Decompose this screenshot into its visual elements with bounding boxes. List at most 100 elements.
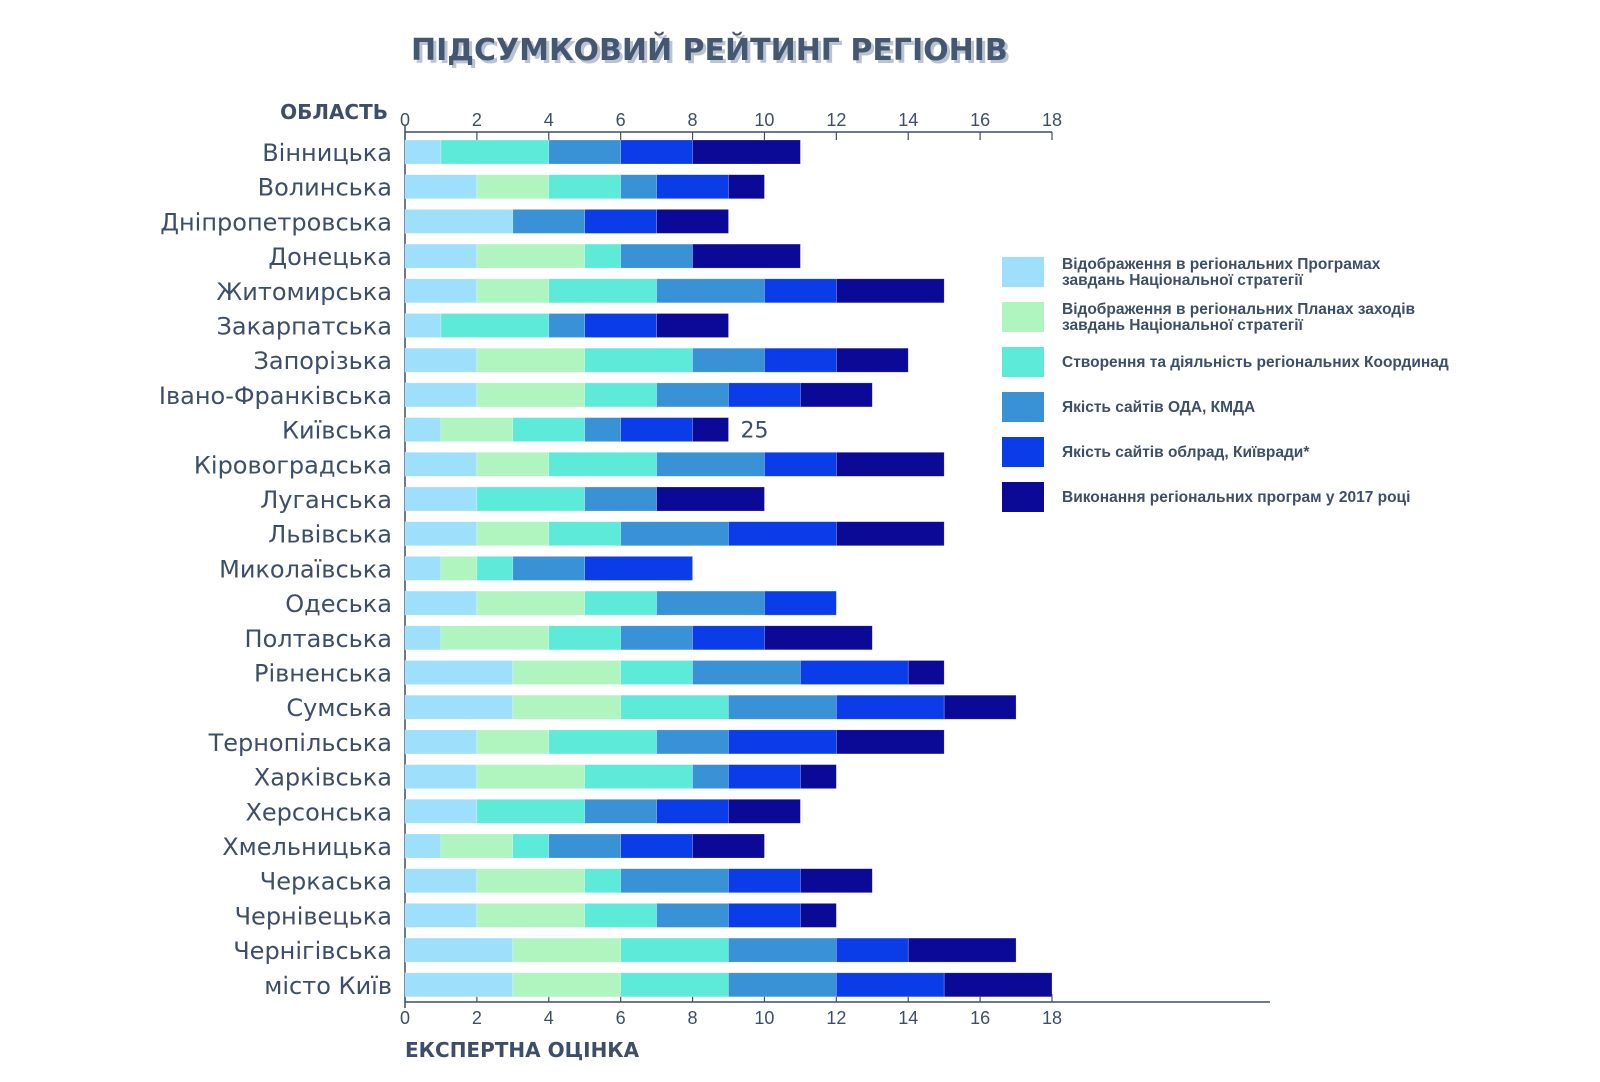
category-label: Миколаївська [219, 555, 392, 583]
legend-swatch [1002, 482, 1044, 512]
category-label: Волинська [258, 174, 392, 202]
bar-segment-series-1 [404, 833, 442, 859]
bar-segment-series-4 [620, 243, 693, 269]
category-labels: Вінницька Волинська Дніпропетровська Донець… [159, 139, 392, 1000]
category-label: Донецька [268, 243, 392, 271]
bar-segment-series-5 [764, 590, 837, 616]
bar-segment-series-6 [836, 521, 945, 547]
bar-segment-series-1 [404, 174, 478, 199]
bar-segment-series-5 [656, 798, 729, 824]
bar-segment-series-1 [404, 417, 442, 442]
bar-segment-series-1 [404, 625, 442, 651]
bar-segment-series-4 [656, 451, 765, 477]
bar-segment-series-6 [764, 625, 873, 651]
bar-segment-series-3 [548, 625, 621, 651]
bar-segment-series-2 [476, 590, 586, 616]
legend-label: Виконання регіональних програм у 2017 ро… [1062, 489, 1410, 506]
bar-segment-series-6 [907, 660, 945, 685]
category-label: Харківська [254, 764, 392, 792]
bottom-tick-label: 0 [400, 1008, 410, 1028]
top-tick-label: 14 [898, 110, 918, 130]
bar-segment-series-5 [584, 313, 657, 338]
legend-swatch [1002, 257, 1044, 287]
top-tick-label: 8 [688, 110, 698, 130]
bar-segment-series-6 [728, 174, 765, 199]
category-label: місто Київ [264, 972, 392, 1000]
bar-segment-series-6 [836, 729, 945, 755]
bar-segment-series-2 [440, 556, 478, 581]
bar-segment-series-4 [620, 868, 729, 894]
bar-segment-series-5 [764, 278, 837, 304]
category-label: Запорізька [254, 347, 392, 375]
bar-segment-series-5 [620, 833, 693, 859]
bar-segment-series-1 [404, 278, 478, 304]
bar-segment-series-4 [656, 278, 765, 304]
bar-segment-series-4 [656, 729, 729, 755]
category-label: Хмельницька [222, 833, 392, 861]
bar-segment-series-2 [512, 660, 621, 685]
bar-segment-series-1 [404, 139, 442, 165]
bar-segment-series-5 [656, 174, 729, 199]
bar-segment-series-4 [656, 590, 765, 616]
category-label: Вінницька [262, 139, 392, 167]
legend-label: Якість сайтів облрад, Київради* [1062, 444, 1310, 461]
category-label: Одеська [285, 590, 392, 618]
top-tick-label: 4 [544, 110, 554, 130]
bottom-tick-label: 14 [898, 1008, 918, 1028]
bar-segment-series-2 [476, 521, 550, 547]
bar-segment-series-3 [548, 278, 657, 304]
bar-segment-series-6 [943, 972, 1053, 998]
bar-segment-series-3 [548, 521, 621, 547]
bar-segment-series-2 [476, 347, 586, 373]
bar-segment-series-6 [728, 798, 801, 824]
bar-segment-series-5 [800, 660, 909, 685]
bar-segment-series-3 [620, 694, 729, 720]
bottom-tick-label: 16 [970, 1008, 990, 1028]
category-label: Івано-Франківська [159, 382, 392, 410]
bar-segment-series-4 [728, 694, 837, 720]
bar-segment-series-3 [548, 451, 657, 477]
category-label: Кіровоградська [194, 451, 392, 479]
bar-segment-series-6 [800, 903, 837, 928]
bar-segment-series-3 [476, 556, 514, 581]
bar-segment-series-1 [404, 937, 514, 963]
bar-segment-series-1 [404, 243, 478, 269]
bar-segment-series-4 [620, 174, 657, 199]
bar-segment-series-4 [548, 833, 621, 859]
bar-segment-series-1 [404, 521, 478, 547]
top-tick-label: 10 [754, 110, 774, 130]
bar-segment-series-1 [404, 590, 478, 616]
category-label: Черкаська [260, 868, 392, 896]
bar-segment-series-4 [692, 660, 801, 685]
bar-segment-series-6 [692, 243, 801, 269]
bar-segment-series-2 [476, 451, 550, 477]
bar-segment-series-2 [440, 417, 514, 442]
category-label: Житомирська [216, 278, 392, 306]
bar-segment-series-6 [943, 694, 1017, 720]
bar-segment-series-4 [584, 486, 657, 512]
bar-segment-series-5 [836, 972, 945, 998]
category-label: Луганська [260, 486, 392, 514]
category-label: Київська [282, 417, 392, 445]
bar-segment-series-5 [728, 521, 837, 547]
bar-segment-series-3 [440, 313, 550, 338]
bar-segment-series-3 [512, 417, 586, 442]
bar-segment-series-1 [404, 660, 514, 685]
bottom-tick-label: 12 [826, 1008, 846, 1028]
bar-segment-series-6 [800, 382, 873, 408]
bar-segment-series-2 [512, 694, 621, 720]
y-axis-title: ОБЛАСТЬ [280, 100, 388, 124]
bar-segment-series-2 [512, 972, 621, 998]
x-axis-title: ЕКСПЕРТНА ОЦІНКА [405, 1038, 640, 1062]
bar-segment-series-1 [404, 729, 478, 755]
bottom-tick-label: 4 [544, 1008, 554, 1028]
bar-segment-series-2 [476, 174, 550, 199]
bar-segment-series-6 [656, 209, 729, 234]
bar-segment-series-4 [548, 313, 586, 338]
bar-segment-series-4 [620, 625, 693, 651]
legend-label: Якість сайтів ОДА, КМДА [1062, 399, 1255, 416]
bottom-tick-label: 8 [688, 1008, 698, 1028]
bar-segment-series-3 [584, 347, 693, 373]
bar-segment-series-4 [656, 903, 729, 928]
